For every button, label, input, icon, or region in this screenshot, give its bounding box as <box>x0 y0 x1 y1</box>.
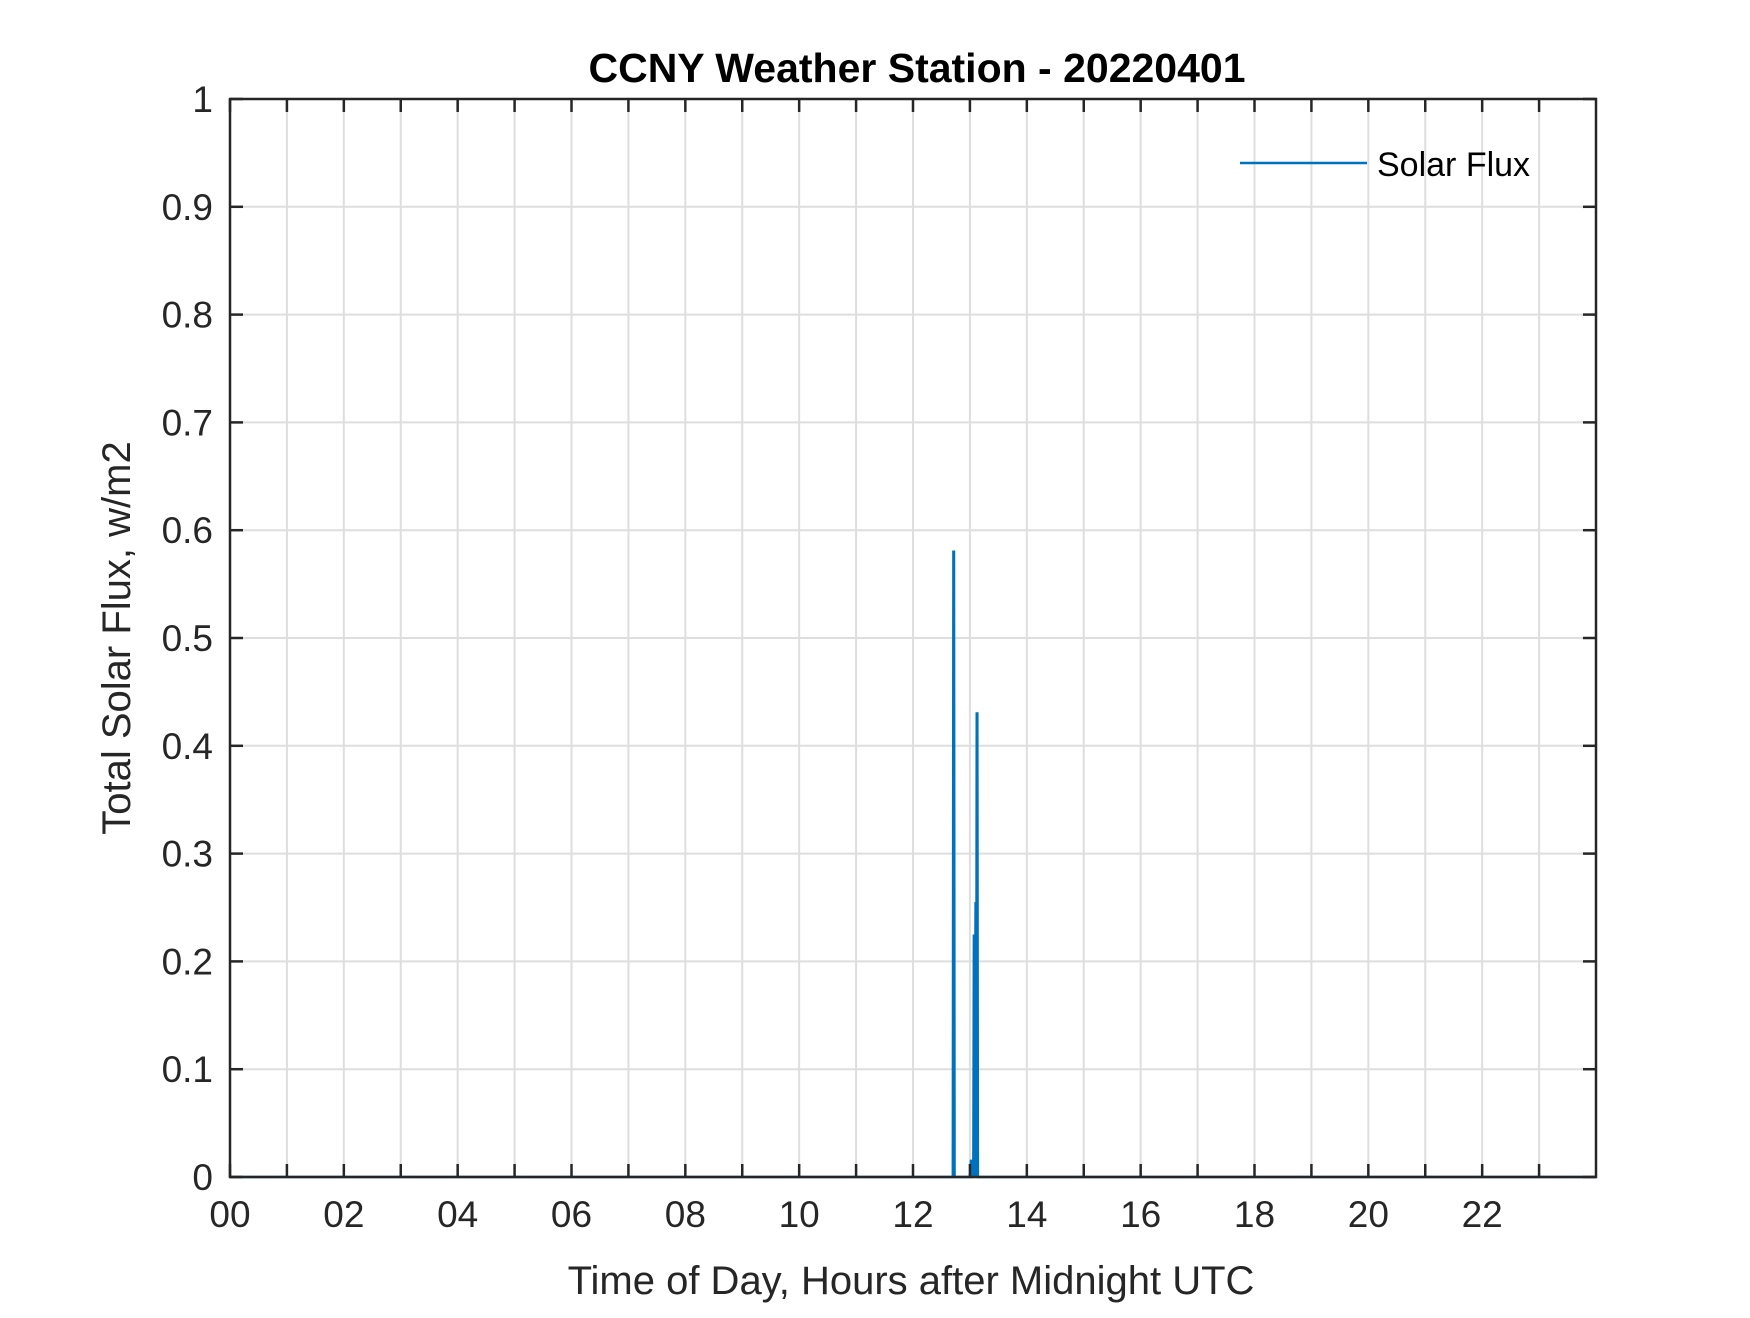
plot-area-frame <box>228 97 1598 1179</box>
x-tick-label: 10 <box>779 1194 820 1235</box>
x-tick-label: 16 <box>1120 1194 1161 1235</box>
x-tick-label: 00 <box>209 1194 250 1235</box>
y-tick-label: 0.9 <box>162 187 213 228</box>
y-tick-label: 1 <box>192 79 213 120</box>
y-tick-label: 0.5 <box>162 618 213 659</box>
y-tick-label: 0.2 <box>162 941 213 982</box>
y-tick-label: 0.8 <box>162 295 213 336</box>
x-tick-label: 12 <box>892 1194 933 1235</box>
x-tick-label: 06 <box>551 1194 592 1235</box>
x-tick-label: 22 <box>1462 1194 1503 1235</box>
y-tick-label: 0.1 <box>162 1049 213 1090</box>
x-tick-label: 20 <box>1348 1194 1389 1235</box>
chart-title: CCNY Weather Station - 20220401 <box>588 45 1245 91</box>
x-tick-label: 08 <box>665 1194 706 1235</box>
y-tick-label: 0 <box>192 1157 213 1198</box>
y-tick-label: 0.4 <box>162 726 213 767</box>
x-tick-label: 14 <box>1006 1194 1047 1235</box>
legend-label-solar-flux: Solar Flux <box>1377 146 1530 184</box>
y-tick-label: 0.7 <box>162 402 213 443</box>
x-tick-labels: 00 02 04 06 08 10 12 14 16 18 20 22 <box>209 1194 1502 1235</box>
x-tick-label: 02 <box>323 1194 364 1235</box>
x-axis-label: Time of Day, Hours after Midnight UTC <box>568 1259 1255 1303</box>
x-tick-label: 18 <box>1234 1194 1275 1235</box>
y-tick-labels: 0 0.1 0.2 0.3 0.4 0.5 0.6 0.7 0.8 0.9 1 <box>162 79 213 1198</box>
y-tick-label: 0.3 <box>162 834 213 875</box>
y-tick-label: 0.6 <box>162 510 213 551</box>
legend: Solar Flux <box>1240 146 1530 184</box>
x-tick-label: 04 <box>437 1194 478 1235</box>
y-axis-label: Total Solar Flux, w/m2 <box>95 441 139 834</box>
